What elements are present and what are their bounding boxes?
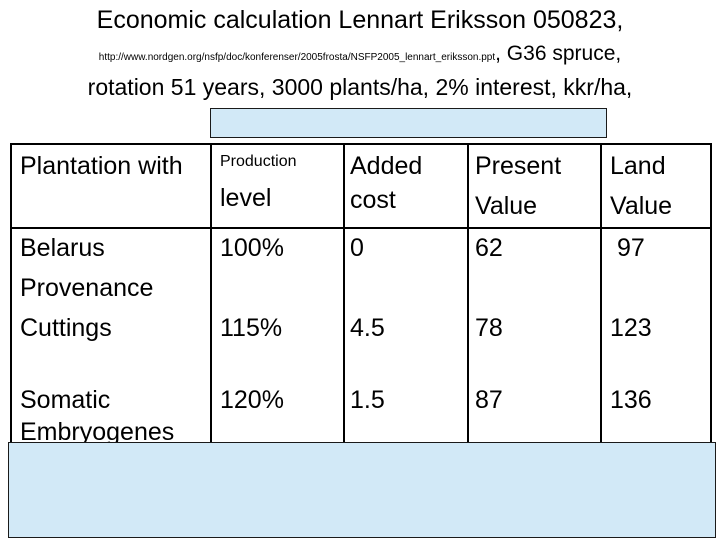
redaction-block-bottom — [8, 442, 716, 538]
title-line-3: rotation 51 years, 3000 plants/ha, 2% in… — [87, 74, 633, 100]
table-header-divider — [10, 227, 712, 229]
header-production: Production — [220, 153, 297, 170]
header-cost: cost — [350, 186, 396, 214]
source-url[interactable]: http://www.nordgen.org/nsfp/doc/konferen… — [98, 52, 496, 63]
table-row-3-added-cost: 1.5 — [350, 386, 385, 414]
table-row-2-label: Cuttings — [20, 314, 112, 342]
table-row-3-production: 120% — [220, 386, 284, 414]
table-row-1-label-line-2: Provenance — [20, 274, 154, 302]
title-line-2-suffix: , G36 spruce, — [495, 42, 622, 65]
redaction-block-top — [210, 108, 607, 138]
header-land: Land — [610, 152, 666, 180]
table-row-2-land-value: 123 — [610, 314, 652, 342]
table-row-2-production: 115% — [220, 314, 283, 342]
table-row-1-land-value: 97 — [617, 234, 645, 262]
header-value-2: Value — [610, 192, 673, 220]
title-line-1: Economic calculation Lennart Eriksson 05… — [96, 6, 624, 34]
table-row-1-added-cost: 0 — [350, 234, 364, 262]
table-top-border — [10, 143, 712, 145]
header-present: Present — [475, 152, 562, 180]
table-row-1-label-line-1: Belarus — [20, 234, 105, 262]
header-plantation: Plantation with — [20, 152, 183, 180]
table-row-2-present-value: 78 — [475, 314, 503, 342]
table-row-3-label-line-1: Somatic — [20, 386, 111, 414]
table-row-3-present-value: 87 — [475, 386, 503, 414]
table-row-1-production: 100% — [220, 234, 284, 262]
column-divider-2 — [343, 143, 345, 443]
table-row-2-added-cost: 4.5 — [350, 314, 385, 342]
table-right-border — [710, 143, 712, 443]
header-level: level — [220, 184, 272, 212]
header-added: Added — [350, 152, 423, 180]
column-divider-3 — [467, 143, 469, 443]
header-value-1: Value — [475, 192, 538, 220]
title-line-2: http://www.nordgen.org/nsfp/doc/konferen… — [0, 42, 720, 66]
table-row-1-present-value: 62 — [475, 234, 503, 262]
table-left-border — [10, 143, 12, 443]
column-divider-1 — [210, 143, 212, 443]
column-divider-4 — [600, 143, 602, 443]
table-row-3-land-value: 136 — [610, 386, 652, 414]
table-row-3-label-line-2: Embryogenes — [20, 418, 175, 446]
